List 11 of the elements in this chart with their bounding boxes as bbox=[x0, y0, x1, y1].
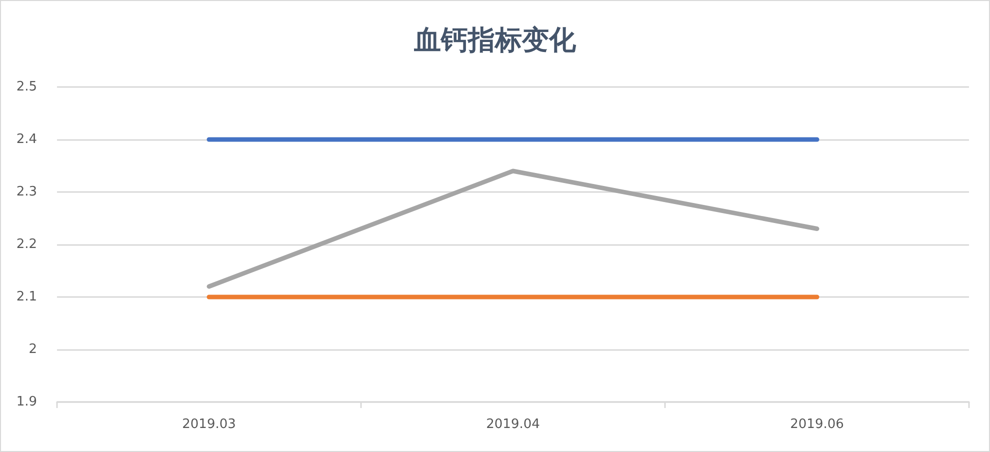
y-tick-label: 1.9 bbox=[16, 394, 37, 410]
y-tick-label: 2.3 bbox=[16, 184, 37, 200]
y-tick-label: 2 bbox=[28, 342, 37, 357]
x-tick-label: 2019.04 bbox=[486, 417, 540, 432]
y-tick-label: 2.2 bbox=[16, 237, 37, 252]
chart-title: 血钙指标变化 bbox=[413, 25, 577, 56]
y-tick-label: 2.4 bbox=[16, 132, 37, 147]
x-tick-label: 2019.03 bbox=[182, 417, 236, 432]
y-tick-label: 2.5 bbox=[16, 80, 37, 94]
y-tick-label: 2.1 bbox=[16, 290, 37, 304]
x-tick-label: 2019.06 bbox=[790, 417, 844, 432]
